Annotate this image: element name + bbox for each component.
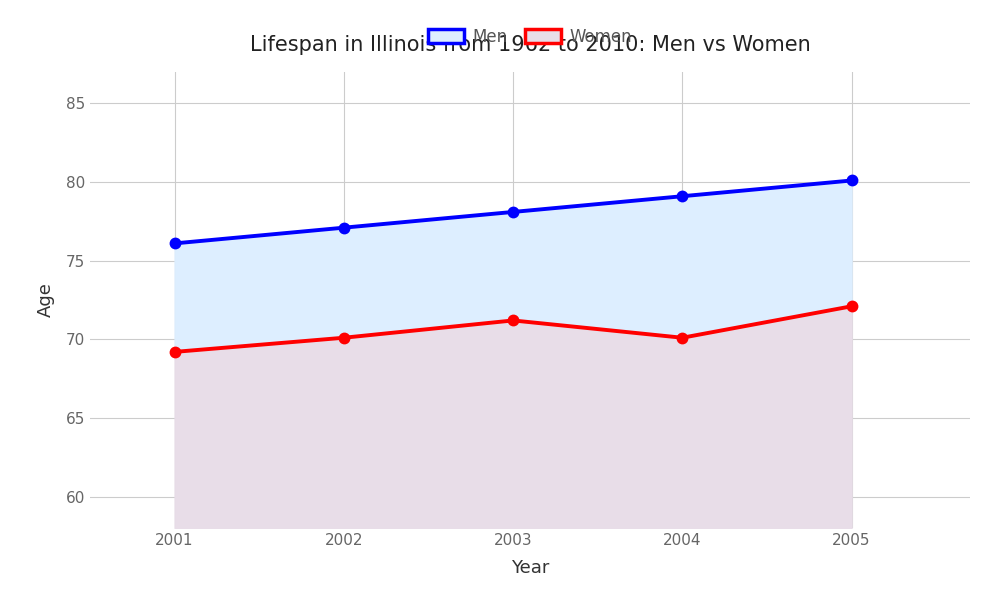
Legend: Men, Women: Men, Women [421,21,639,52]
Title: Lifespan in Illinois from 1962 to 2010: Men vs Women: Lifespan in Illinois from 1962 to 2010: … [250,35,810,55]
X-axis label: Year: Year [511,559,549,577]
Y-axis label: Age: Age [37,283,55,317]
